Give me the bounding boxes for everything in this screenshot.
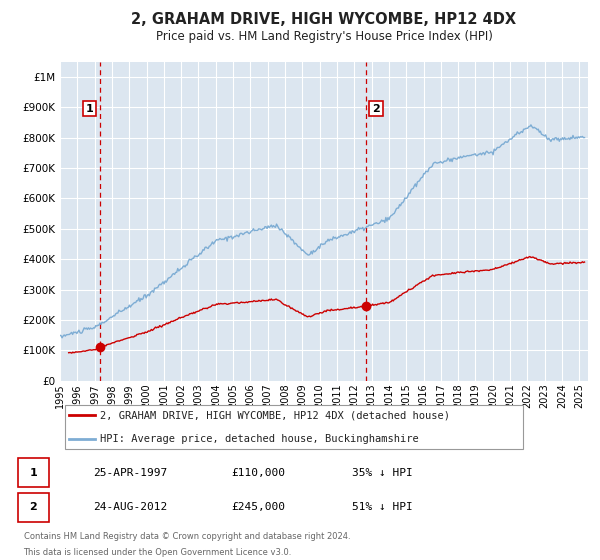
Text: HPI: Average price, detached house, Buckinghamshire: HPI: Average price, detached house, Buck… xyxy=(100,434,419,444)
Text: 1: 1 xyxy=(86,104,94,114)
Text: £110,000: £110,000 xyxy=(231,468,285,478)
Text: 51% ↓ HPI: 51% ↓ HPI xyxy=(352,502,413,512)
FancyBboxPatch shape xyxy=(65,405,523,449)
FancyBboxPatch shape xyxy=(18,458,49,487)
Text: 2, GRAHAM DRIVE, HIGH WYCOMBE, HP12 4DX: 2, GRAHAM DRIVE, HIGH WYCOMBE, HP12 4DX xyxy=(131,12,517,27)
Text: 24-AUG-2012: 24-AUG-2012 xyxy=(92,502,167,512)
Text: £245,000: £245,000 xyxy=(231,502,285,512)
Text: 25-APR-1997: 25-APR-1997 xyxy=(92,468,167,478)
Text: 2, GRAHAM DRIVE, HIGH WYCOMBE, HP12 4DX (detached house): 2, GRAHAM DRIVE, HIGH WYCOMBE, HP12 4DX … xyxy=(100,410,450,420)
Text: 2: 2 xyxy=(29,502,37,512)
FancyBboxPatch shape xyxy=(18,493,49,522)
Text: 1: 1 xyxy=(29,468,37,478)
Text: Price paid vs. HM Land Registry's House Price Index (HPI): Price paid vs. HM Land Registry's House … xyxy=(155,30,493,43)
Text: This data is licensed under the Open Government Licence v3.0.: This data is licensed under the Open Gov… xyxy=(23,548,292,557)
Text: 2: 2 xyxy=(372,104,380,114)
Text: Contains HM Land Registry data © Crown copyright and database right 2024.: Contains HM Land Registry data © Crown c… xyxy=(23,531,350,540)
Text: 35% ↓ HPI: 35% ↓ HPI xyxy=(352,468,413,478)
